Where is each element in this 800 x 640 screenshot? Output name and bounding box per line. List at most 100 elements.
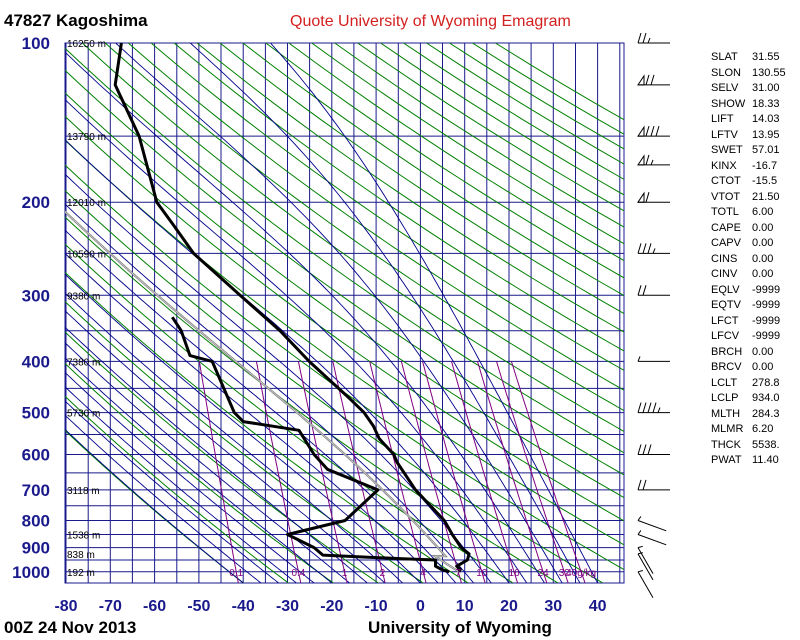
moist-adiabat — [65, 400, 279, 583]
wind-barb-full — [642, 32, 647, 44]
dry-adiabat — [265, 43, 624, 279]
wind-barb — [637, 530, 667, 546]
index-key: MLTH — [711, 407, 741, 420]
wind-barb — [637, 32, 670, 44]
dry-adiabat — [65, 69, 624, 476]
index-key: BRCV — [711, 361, 742, 373]
wind-barb-half — [637, 570, 643, 573]
index-row: PWAT 11.40 — [711, 453, 795, 469]
mixing-ratio-label: 0.4 — [291, 568, 305, 579]
wind-barb-staff — [637, 534, 667, 546]
moist-adiabat — [65, 98, 528, 583]
temperature-tick-label: -70 — [99, 598, 122, 615]
wind-barb-full — [637, 243, 642, 254]
index-value: 130.55 — [752, 66, 786, 79]
index-value: 934.0 — [752, 392, 780, 404]
pressure-tick-label: 500 — [22, 404, 50, 423]
index-key: CINV — [711, 268, 738, 280]
index-value: 278.8 — [752, 376, 780, 389]
index-value: 284.3 — [752, 407, 780, 420]
wind-barb-full — [647, 444, 652, 455]
dry-adiabat — [65, 331, 379, 583]
temperature-tick-label: 10 — [456, 598, 474, 615]
index-row: VTOT 21.50 — [711, 190, 795, 206]
dry-adiabat — [65, 115, 624, 522]
index-row: CINV 0.00 — [711, 267, 795, 283]
wind-barb-full — [647, 402, 652, 413]
wind-barbs — [637, 32, 670, 599]
height-label: 10590 m — [67, 249, 106, 260]
wind-barb-full — [642, 479, 647, 491]
wind-barb-full — [645, 125, 650, 137]
wind-barb-staff — [637, 571, 654, 599]
station-title: 47827 Kagoshima — [4, 11, 148, 30]
pressure-tick-label: 800 — [22, 512, 50, 531]
parcel-path — [65, 210, 460, 573]
temperature-line — [113, 43, 471, 573]
index-row: SHOW 18.33 — [711, 97, 795, 113]
mixing-ratio-label: 10 — [476, 568, 488, 579]
pressure-tick-label: 300 — [22, 286, 50, 305]
index-row: THCK 5538. — [711, 438, 795, 454]
index-value: -9999 — [752, 299, 781, 311]
mixing-ratio-label: 7 — [456, 568, 462, 579]
wind-barb-staff — [637, 520, 667, 532]
dry-adiabat — [127, 43, 624, 391]
height-label: 1538 m — [67, 531, 100, 542]
height-label: 192 m — [67, 568, 95, 579]
wind-barb-half — [657, 407, 661, 413]
moist-adiabat — [65, 371, 315, 583]
wind-barb — [637, 545, 654, 574]
moist-adiabat — [65, 252, 439, 583]
index-key: THCK — [711, 438, 741, 451]
mixing-ratio-line — [400, 361, 462, 583]
mixing-ratio-label: 1 — [342, 568, 348, 579]
index-value: 0.00 — [752, 361, 774, 373]
index-value: 57.01 — [752, 144, 780, 156]
mixing-ratio-line — [297, 361, 348, 583]
temperature-tick-label: 30 — [544, 598, 562, 615]
index-row: CAPE 0.00 — [711, 221, 795, 237]
wind-barb — [637, 570, 654, 599]
index-key: LFCV — [711, 330, 740, 342]
index-row: CAPV 0.00 — [711, 236, 795, 252]
wind-barb-flag — [637, 191, 645, 203]
wind-barb — [637, 74, 670, 86]
wind-barb — [637, 444, 670, 455]
pressure-tick-label: 900 — [22, 539, 50, 558]
index-row: CINS 0.00 — [711, 252, 795, 268]
wind-barb-staff — [637, 553, 654, 581]
index-value: 0.00 — [752, 345, 774, 358]
mixing-ratio-line — [496, 361, 569, 583]
index-row: CTOT -15.5 — [711, 174, 795, 190]
mixing-ratio-lines — [198, 361, 586, 583]
parcel-line-highlight — [65, 211, 460, 573]
mixing-ratio-line — [477, 361, 548, 583]
wind-barb-full — [647, 243, 652, 254]
index-row: SWET 57.01 — [711, 143, 795, 159]
index-row: SLON 130.55 — [711, 66, 795, 82]
index-value: 0.00 — [752, 221, 774, 234]
mixing-ratio-line — [510, 361, 586, 583]
wind-barb — [637, 243, 670, 254]
index-value: 5538. — [752, 438, 780, 451]
wind-barb-full — [650, 74, 655, 86]
index-row: BRCV 0.00 — [711, 360, 795, 376]
wind-barb-half — [652, 248, 656, 254]
mixing-ratio-label: 24 — [538, 568, 550, 579]
index-value: 6.00 — [752, 206, 774, 218]
index-row: LFTV 13.95 — [711, 128, 795, 144]
index-value: 31.55 — [752, 51, 780, 63]
wind-barb — [637, 479, 670, 491]
time-label: 00Z 24 Nov 2013 — [4, 618, 136, 637]
height-label: 5730 m — [67, 409, 100, 420]
wind-barb-full — [642, 285, 647, 296]
mixing-ratio-line — [255, 361, 302, 583]
index-key: SWET — [711, 144, 743, 156]
index-key: EQLV — [711, 283, 740, 296]
wind-barb-full — [637, 444, 642, 455]
dry-adiabat — [196, 43, 624, 333]
wind-barb-full — [637, 285, 642, 296]
source-label: University of Wyoming — [368, 618, 552, 637]
